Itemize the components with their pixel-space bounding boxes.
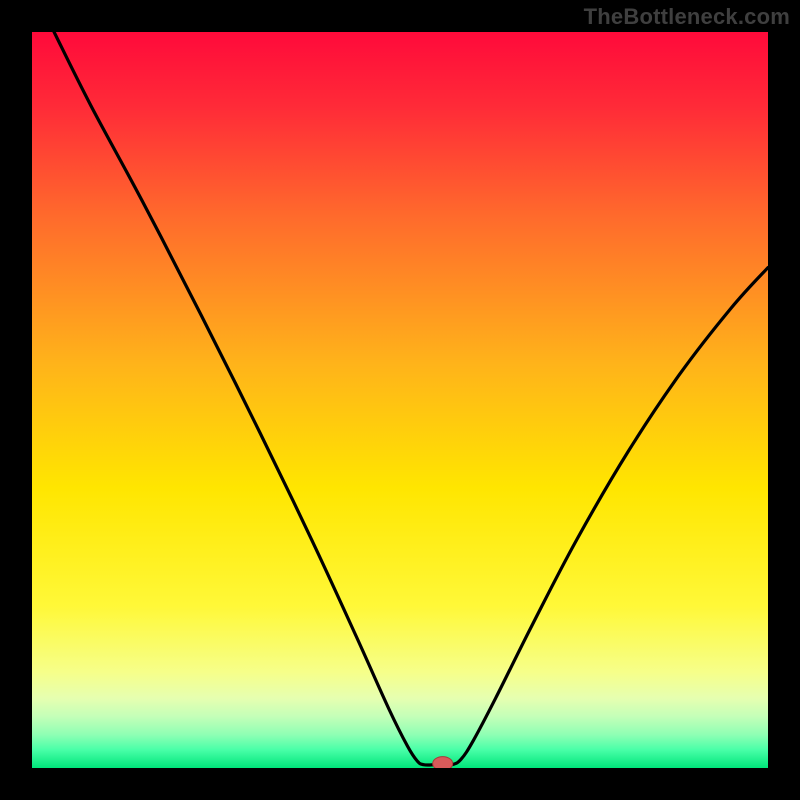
plot-gradient-background [32, 32, 768, 768]
watermark-text: TheBottleneck.com [584, 4, 790, 30]
chart-frame: TheBottleneck.com [0, 0, 800, 800]
bottleneck-curve-chart [0, 0, 800, 800]
